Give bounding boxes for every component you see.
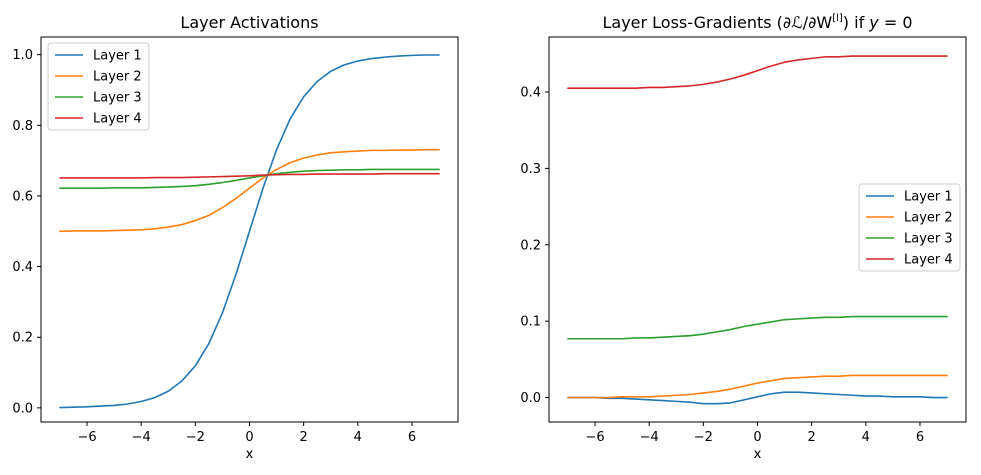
chart-title: Layer Activations [180,13,318,32]
y-tick-label: 0.8 [12,119,33,134]
x-tick-label: −2 [186,430,205,445]
y-tick-label: 0.0 [12,401,33,416]
x-tick-label: −6 [585,430,604,445]
series-line-1 [567,391,948,405]
x-tick-label: −2 [694,430,713,445]
legend: Layer 1 Layer 2 Layer 3 Layer 4 [47,42,150,131]
legend-label: Layer 2 [93,70,142,85]
series-line-4 [59,172,440,179]
series-line-3 [567,315,948,340]
y-tick-label: 0.4 [12,260,33,275]
chart-title: Layer Loss-Gradients (∂ℒ/∂W[l]) if y = 0 [602,13,912,32]
x-tick-label: −4 [132,430,151,445]
x-tick-label: −6 [77,430,96,445]
x-tick-label: 0 [753,430,761,445]
legend-box [858,183,961,272]
legend-label: Layer 1 [93,49,142,64]
series-line-3 [59,168,440,189]
chart-panel-1: −6 −4 −2 0 2 4 6 0.0 0.2 0.4 0.6 0.8 1.0 x Layer Activ… [12,13,459,462]
y-tick-label: 0.1 [520,315,541,330]
x-tick-label: 0 [245,430,253,445]
y-tick-label: 0.6 [12,189,33,204]
legend-label: Layer 4 [904,253,953,268]
legend-label: Layer 1 [904,190,953,205]
y-tick-label: 0.2 [520,238,541,253]
y-tick-label: 1.0 [12,48,33,63]
y-tick-label: 0.2 [12,331,33,346]
series-line-2 [59,148,440,233]
x-tick-label: 4 [354,430,362,445]
legend: Layer 1 Layer 2 Layer 3 Layer 4 [858,183,961,272]
x-axis-label: x [754,447,762,462]
chart-panel-2: −6 −4 −2 0 2 4 6 0.0 0.1 0.2 0.3 0.4 x Layer Loss-Gra… [520,13,967,462]
x-axis-label: x [246,447,254,462]
series-line-1 [59,54,440,409]
x-tick-label: 2 [300,430,308,445]
x-tick-label: −4 [640,430,659,445]
legend-label: Layer 2 [904,211,953,226]
x-tick-label: 6 [916,430,924,445]
y-tick-label: 0.4 [520,86,541,101]
legend-label: Layer 4 [93,112,142,127]
x-tick-label: 6 [408,430,416,445]
y-tick-label: 0.3 [520,162,541,177]
series-line-2 [567,374,948,399]
legend-label: Layer 3 [904,232,953,247]
legend-box [47,42,150,131]
y-tick-label: 0.0 [520,391,541,406]
x-tick-label: 2 [808,430,816,445]
x-tick-label: 4 [862,430,870,445]
series-line-4 [567,55,948,89]
legend-label: Layer 3 [93,91,142,106]
